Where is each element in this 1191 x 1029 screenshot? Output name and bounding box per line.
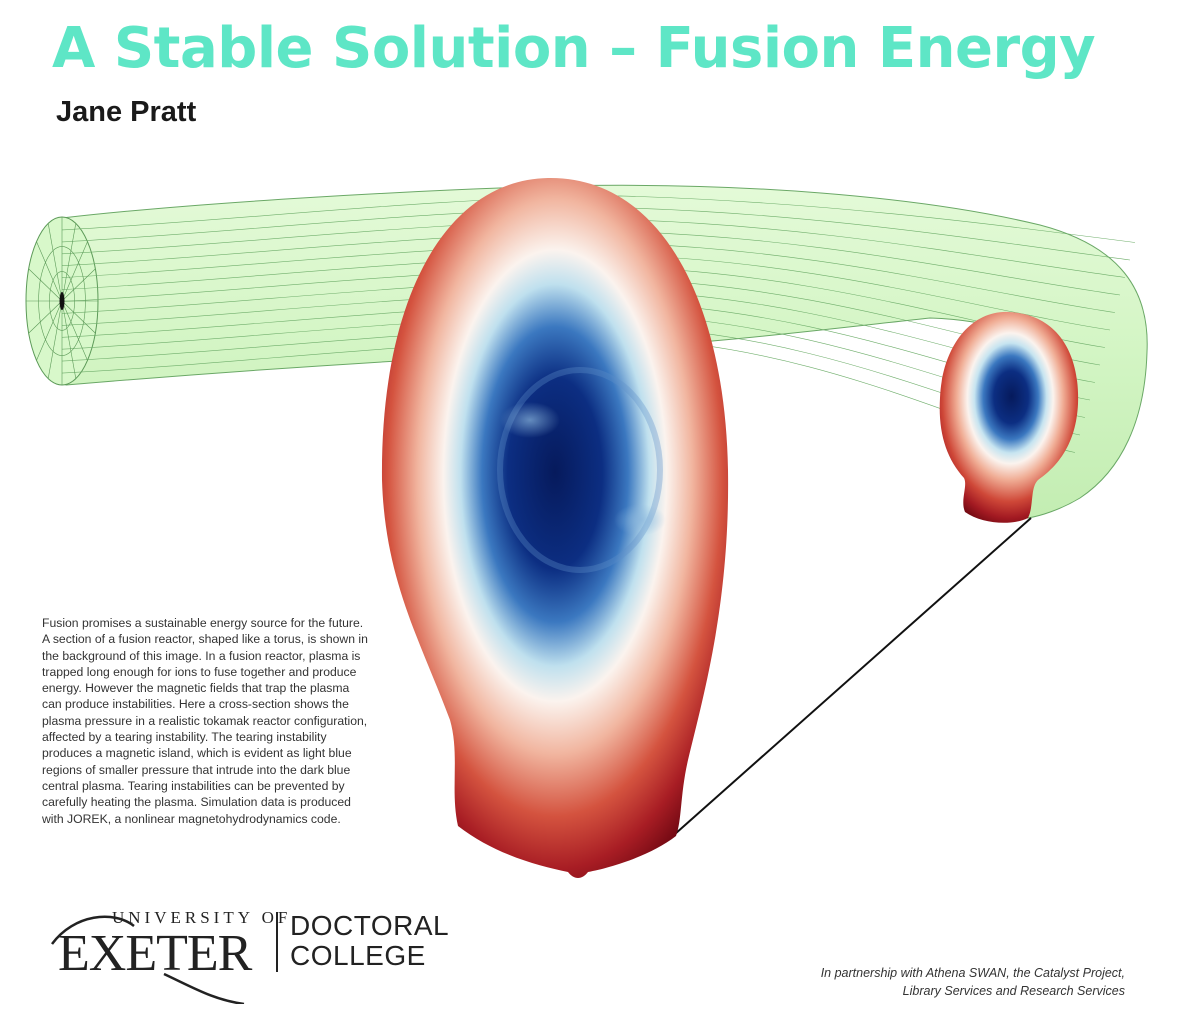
torus-axis-mark: [59, 292, 65, 310]
torus-end-spoke: [47, 223, 63, 302]
university-logo: UNIVERSITY OF EXETER DOCTORAL COLLEGE: [44, 908, 464, 1004]
small-plasma-cross-section: [939, 311, 1079, 523]
logo-swoosh: [50, 915, 245, 1004]
poster-title: A Stable Solution – Fusion Energy: [52, 16, 1096, 81]
torus-end-ring: [38, 246, 86, 356]
torus-end-spoke: [28, 300, 63, 334]
torus-end-ring: [49, 271, 75, 331]
torus-end-spoke: [61, 241, 88, 302]
torus-end-spoke: [47, 300, 63, 379]
torus-end-spoke: [36, 300, 63, 361]
torus-end-spoke: [61, 300, 88, 361]
magnetic-island-glow: [500, 402, 560, 438]
zoom-connector-line: [674, 517, 1032, 835]
magnetic-island: [497, 367, 663, 573]
logo-divider: [276, 912, 278, 972]
description-text: Fusion promises a sustainable energy sou…: [42, 616, 368, 826]
logo-doctoral: DOCTORAL: [290, 910, 450, 941]
large-plasma-cross-section: [381, 177, 729, 879]
torus-mesh-line: [61, 195, 1136, 243]
partnership-line-1: In partnership with Athena SWAN, the Cat…: [820, 966, 1125, 980]
partnership-credits: In partnership with Athena SWAN, the Cat…: [821, 964, 1125, 1000]
torus-end-spoke: [28, 268, 63, 302]
author-name: Jane Pratt: [56, 96, 197, 128]
logo-exeter: EXETER: [58, 925, 252, 982]
torus-end-spoke: [61, 300, 77, 379]
torus-end-spoke: [61, 268, 96, 302]
logo-university-of: UNIVERSITY OF: [112, 908, 292, 927]
partnership-line-2: Library Services and Research Services: [902, 984, 1125, 998]
torus-mesh-lines: [61, 195, 1136, 453]
torus-section: [25, 184, 1148, 519]
torus-end-spoke: [61, 223, 77, 302]
torus-end-spoke: [61, 300, 96, 334]
torus-end-mesh: [26, 217, 98, 385]
torus-end-spoke: [36, 241, 63, 302]
magnetic-island-glow: [614, 504, 666, 536]
logo-college: COLLEGE: [290, 940, 426, 971]
